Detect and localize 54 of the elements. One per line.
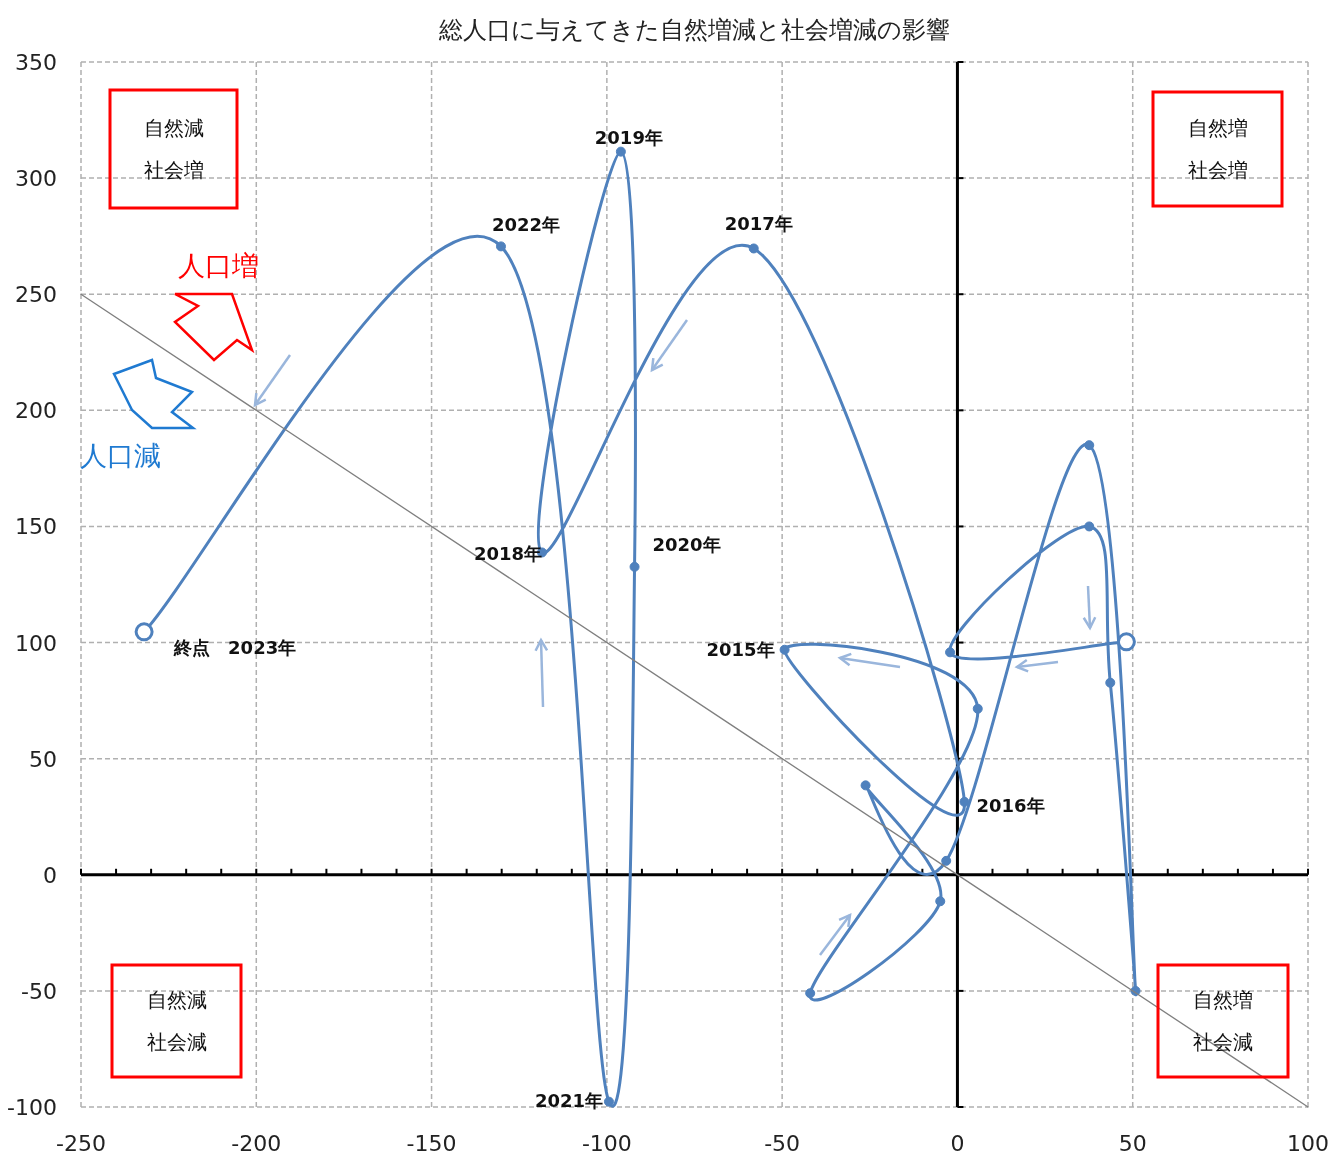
point [748, 243, 759, 254]
annotation: 終点 2023年 [173, 636, 297, 658]
y-tick-label: -100 [7, 1095, 57, 1120]
y-tick-label: 300 [15, 166, 57, 192]
annotation: 自然増 [1187, 116, 1248, 140]
annotation: 2021年 [534, 1089, 604, 1111]
point [1084, 440, 1095, 451]
annotation: 社会増 [1187, 158, 1248, 182]
point [945, 647, 956, 658]
point [1105, 677, 1116, 688]
point [959, 796, 970, 807]
annotation: 2019年 [594, 126, 663, 148]
y-tick-label: 100 [15, 630, 57, 656]
annotation: 2020年 [652, 533, 721, 555]
annotation: 2015年 [706, 638, 775, 660]
point [615, 146, 626, 157]
annotation: 2018年 [473, 543, 542, 565]
x-tick-label: -150 [406, 1131, 457, 1153]
point [779, 644, 790, 655]
y-tick-label: -50 [21, 978, 57, 1004]
y-tick-label: 200 [15, 398, 57, 424]
x-tick-label: 100 [1287, 1131, 1329, 1153]
x-tick-label: -100 [581, 1131, 632, 1153]
point [805, 988, 816, 999]
y-tick-label: 50 [29, 746, 57, 772]
annotation: 2022年 [491, 214, 561, 236]
annotation: 自然減 [143, 116, 204, 140]
annotation: 社会減 [146, 1030, 207, 1054]
y-tick-label: 0 [43, 862, 57, 888]
point [603, 1096, 614, 1107]
annotation: 人口減 [80, 440, 161, 471]
point [1084, 521, 1095, 532]
x-tick-label: -200 [231, 1131, 282, 1153]
y-tick-label: 150 [15, 514, 57, 540]
annotation: 人口増 [178, 250, 259, 281]
chart-title: 総人口に与えてきた自然増減と社会増減の影響 [438, 16, 950, 44]
annotation: 自然減 [146, 988, 207, 1012]
x-tick-label: -50 [764, 1131, 801, 1153]
point [495, 241, 506, 252]
point [860, 780, 871, 791]
point [941, 855, 952, 866]
x-tick-label: -250 [56, 1131, 106, 1153]
x-tick-label: 0 [950, 1131, 965, 1153]
point [972, 703, 983, 714]
annotation: 2016年 [976, 794, 1045, 816]
annotation: 自然増 [1193, 988, 1253, 1012]
annotation: 社会増 [143, 158, 204, 182]
x-tick-label: 50 [1118, 1131, 1147, 1153]
point [935, 896, 946, 907]
annotation: 社会減 [1193, 1030, 1253, 1054]
y-tick-label: 350 [15, 50, 57, 75]
point [629, 561, 640, 572]
y-tick-label: 250 [15, 282, 57, 308]
annotation: 2017年 [724, 213, 793, 235]
